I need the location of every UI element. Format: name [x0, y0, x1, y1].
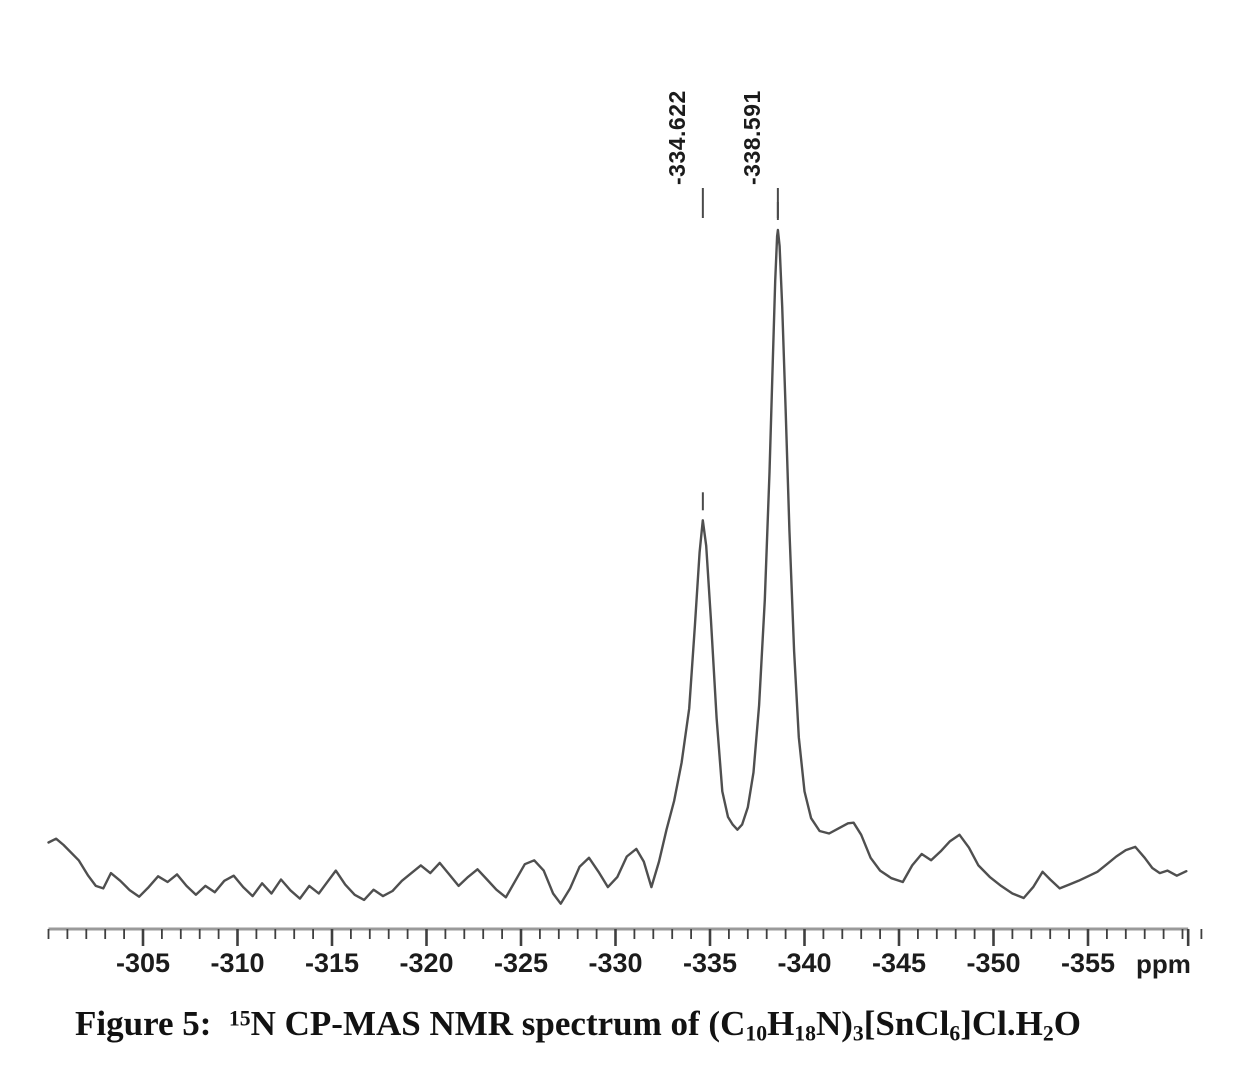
x-tick-label: -305	[115, 948, 171, 978]
x-tick-label: -340	[777, 948, 832, 978]
caption-segment: N)	[815, 1004, 853, 1043]
caption-segment: 2	[1042, 1021, 1054, 1046]
x-tick-label: -335	[682, 948, 738, 978]
caption-segment: 10	[745, 1021, 768, 1046]
caption-segment: 6	[949, 1021, 961, 1046]
figure-caption: Figure 5: 15N CP-MAS NMR spectrum of (C1…	[75, 1004, 1081, 1046]
x-tick-label: -320	[399, 948, 454, 978]
caption-segment: [SnCl	[863, 1004, 950, 1043]
caption-segment: O	[1053, 1004, 1081, 1043]
caption-segment: N CP-MAS NMR spectrum of (C	[250, 1004, 746, 1043]
x-tick-label: -325	[493, 948, 549, 978]
peak-annotation-334-622: -334.622	[663, 90, 690, 185]
x-axis-unit-label: ppm	[1136, 949, 1191, 979]
caption-segment: 15	[228, 1006, 251, 1031]
x-tick-label: -310	[210, 948, 265, 978]
x-tick-label: -330	[588, 948, 643, 978]
caption-segment: 3	[852, 1021, 864, 1046]
x-tick-label: -350	[966, 948, 1021, 978]
x-tick-label: -355	[1060, 948, 1116, 978]
x-tick-label: -315	[304, 948, 360, 978]
caption-segment: H	[767, 1004, 795, 1043]
caption-segment: ]Cl.H	[960, 1004, 1043, 1043]
peak-annotation-338-591: -338.591	[738, 90, 765, 185]
caption-segment: Figure 5:	[75, 1004, 229, 1043]
x-tick-label: -345	[871, 948, 927, 978]
caption-segment: 18	[794, 1021, 816, 1046]
